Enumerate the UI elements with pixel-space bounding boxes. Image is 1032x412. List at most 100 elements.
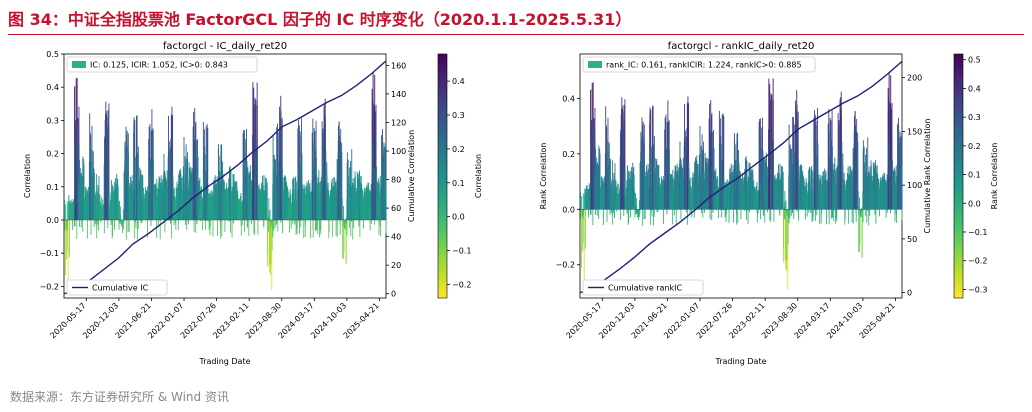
ic-bar	[652, 209, 654, 226]
ic-bar	[303, 219, 305, 238]
ic-bar	[725, 182, 727, 210]
ic-bar	[762, 150, 764, 210]
ic-bar	[124, 187, 126, 220]
ic-bar	[697, 193, 699, 210]
ic-bar	[746, 185, 748, 210]
ic-bar	[806, 209, 808, 217]
ic-bar	[753, 186, 755, 210]
ic-bar	[332, 186, 334, 220]
ic-bar	[638, 209, 640, 215]
ic-bar	[329, 190, 331, 220]
ic-bar	[90, 219, 92, 236]
y2-tick-label: 0	[391, 290, 396, 299]
ic-bar	[93, 172, 95, 220]
ic-bar	[731, 181, 733, 210]
ic-bar	[820, 186, 822, 210]
ic-bar	[885, 189, 887, 210]
ic-bar	[131, 175, 133, 220]
ic-bar	[107, 219, 109, 228]
ic-bar	[850, 169, 852, 210]
ic-bar	[166, 170, 168, 220]
ic-bar	[156, 189, 158, 220]
ic-bar	[653, 165, 655, 210]
ic-bar	[230, 195, 232, 220]
ic-bar	[209, 193, 211, 220]
ic-bar	[692, 190, 693, 210]
ic-bar	[684, 103, 685, 210]
ic-bar	[280, 219, 282, 223]
ic-bar	[295, 219, 297, 236]
ic-bar	[764, 209, 766, 223]
ic-bar	[689, 209, 691, 214]
y-axis-label: Correlation	[23, 154, 32, 198]
y2-tick-label: 80	[391, 176, 401, 185]
y-tick-label: 0.4	[562, 94, 575, 103]
figure-title: 图 34：中证全指股票池 FactorGCL 因子的 IC 时序变化（2020.…	[8, 10, 632, 29]
ic-bar	[122, 209, 124, 220]
ic-bar	[661, 181, 663, 210]
ic-bar	[273, 219, 275, 231]
ic-bar	[181, 204, 183, 220]
ic-bar	[64, 219, 66, 231]
ic-bar	[758, 189, 760, 210]
ic-bar	[760, 178, 762, 210]
ic-bar	[358, 178, 360, 220]
ic-bar	[695, 166, 697, 210]
ic-bar	[379, 219, 381, 226]
ic-bar	[172, 115, 174, 220]
ic-bar	[720, 143, 722, 210]
ic-bar	[742, 172, 744, 210]
ic-bar	[274, 159, 276, 220]
ic-bar	[790, 209, 792, 216]
ic-bar	[80, 219, 82, 228]
ic-bar	[199, 219, 201, 222]
ic-bar	[148, 126, 150, 220]
y2-tick-label: 20	[391, 261, 401, 270]
ic-bar	[326, 175, 328, 220]
ic-bar	[635, 193, 636, 210]
ic-bar	[178, 191, 180, 220]
ic-bar	[814, 110, 815, 210]
ic-bar	[96, 219, 98, 239]
ic-bar	[379, 193, 380, 220]
ic-bar	[366, 187, 368, 220]
ic-bar	[828, 156, 830, 210]
colorbar-tick-label: 0.4	[452, 77, 465, 86]
ic-bar	[319, 219, 320, 238]
ic-bar	[288, 219, 290, 233]
ic-bar	[173, 187, 175, 220]
ic-bar	[339, 219, 341, 235]
ic-bar	[213, 184, 215, 220]
ic-bar	[770, 93, 772, 210]
ic-bar	[828, 109, 830, 210]
ic-bar	[729, 173, 731, 210]
ic-bar	[785, 209, 787, 269]
ic-bar	[196, 140, 198, 220]
ic-bar	[669, 186, 671, 210]
ic-bar	[87, 191, 89, 220]
y-tick-label: 0.2	[46, 150, 59, 159]
ic-bar	[76, 123, 78, 220]
ic-bar	[658, 177, 660, 210]
ic-bar	[656, 159, 658, 210]
ic-bar	[882, 176, 884, 210]
ic-bar	[207, 219, 209, 221]
ic-bar	[157, 188, 159, 220]
ic-bar	[342, 219, 344, 227]
ic-bar	[111, 180, 112, 220]
ic-bar	[869, 174, 871, 210]
colorbar	[437, 53, 448, 299]
y2-tick-label: 100	[907, 181, 922, 190]
ic-bar	[170, 219, 171, 224]
ic-bar	[680, 209, 682, 220]
ic-bar	[822, 189, 823, 210]
ic-bar	[312, 219, 314, 238]
ic-bar	[599, 153, 601, 210]
ic-bar	[345, 219, 347, 264]
ic-bar	[649, 150, 651, 210]
cumulative-line	[580, 60, 903, 294]
ic-bar	[207, 127, 209, 220]
ic-bar	[727, 185, 729, 210]
ic-bar	[614, 209, 615, 218]
ic-bar	[761, 175, 763, 210]
